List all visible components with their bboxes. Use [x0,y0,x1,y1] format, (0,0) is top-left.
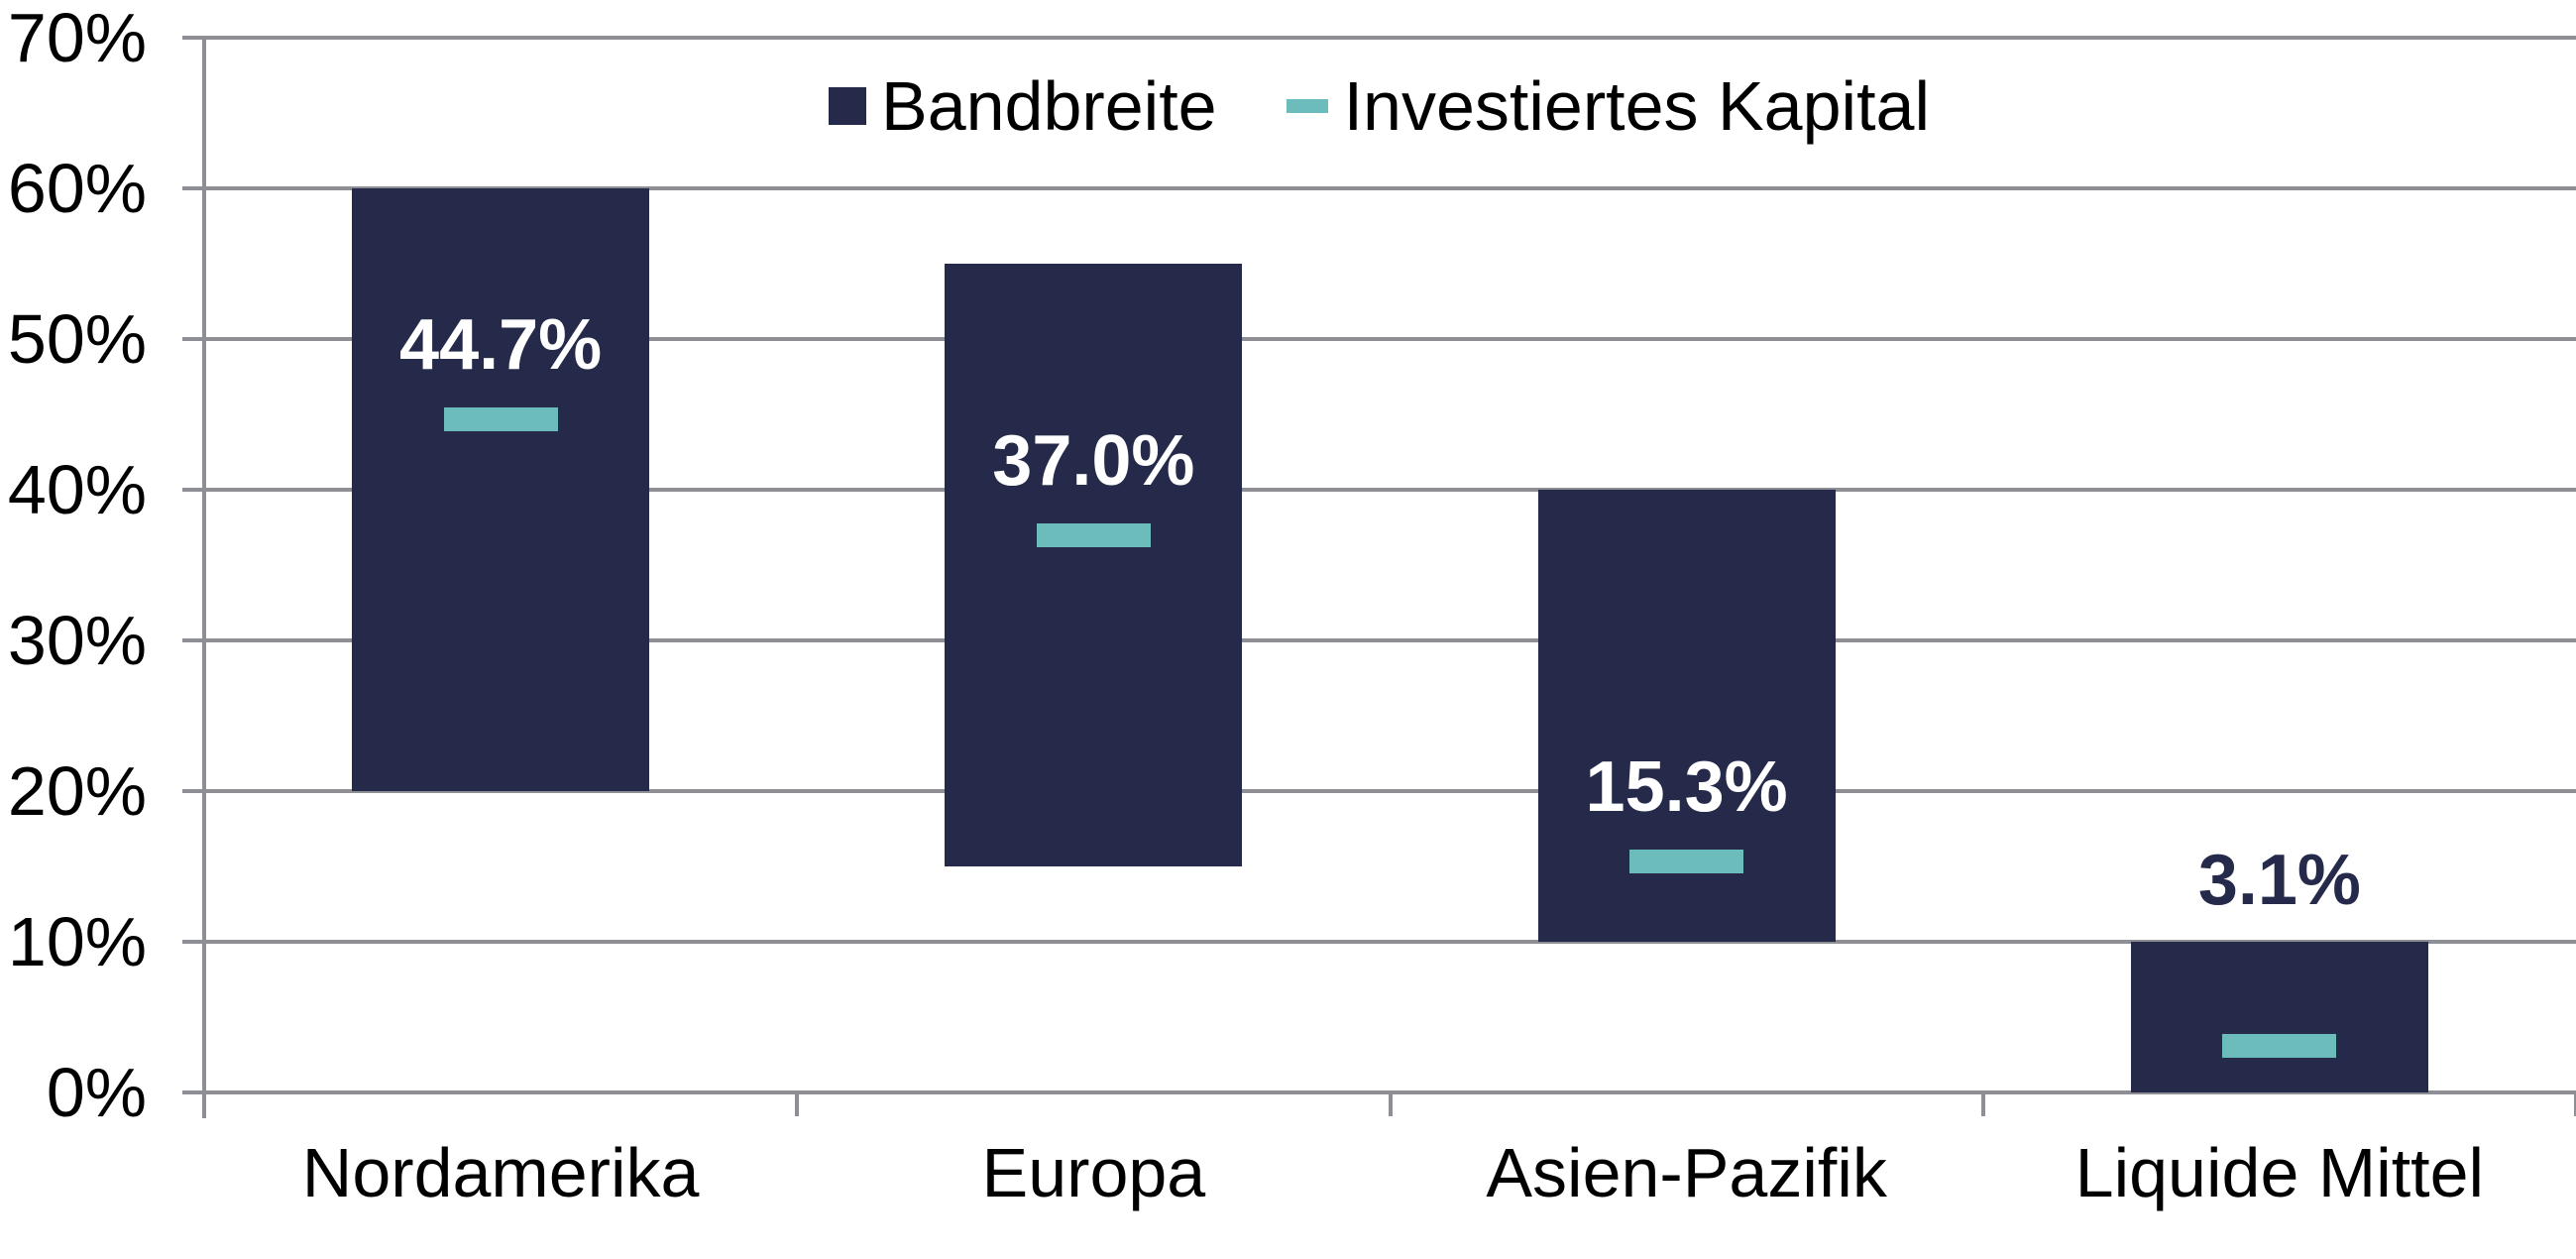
invested-capital-marker [1629,850,1744,874]
legend-label-investiertes-kapital: Investiertes Kapital [1343,67,1931,145]
range-bar [352,188,650,791]
y-axis-tick-label: 20% [7,752,147,830]
invested-capital-marker [443,406,558,431]
legend-item-investiertes-kapital: Investiertes Kapital [1286,66,1931,146]
invested-capital-marker [2222,1033,2337,1058]
x-axis-category-label: Nordamerika [301,1134,700,1211]
gridline [182,1090,2576,1094]
y-axis-line [202,36,206,1118]
data-label: 15.3% [1585,747,1788,828]
y-axis-tick-label: 70% [7,0,147,76]
chart-legend: Bandbreite Investiertes Kapital [829,66,1931,146]
y-axis-tick-label: 30% [7,602,147,679]
invested-capital-marker [1036,522,1151,547]
legend-item-bandbreite: Bandbreite [829,66,1217,146]
x-axis-tick [1980,1092,1985,1116]
data-label: 37.0% [992,420,1195,501]
y-axis-tick-label: 60% [7,150,147,227]
gridline [182,36,2576,40]
x-axis-tick [2574,1092,2576,1116]
x-axis-category-label: Asien-Pazifik [1486,1134,1887,1211]
gridline [182,488,2576,492]
y-axis-tick-label: 0% [46,1054,147,1131]
gridline [182,789,2576,793]
x-axis-category-label: Liquide Mittel [2074,1134,2485,1211]
y-axis-tick-label: 50% [7,300,147,378]
gridline [182,940,2576,944]
gridline [182,337,2576,341]
data-label: 44.7% [399,304,603,385]
range-bar [1537,490,1836,942]
range-bar [945,264,1243,866]
x-axis-category-label: Europa [981,1134,1206,1211]
x-axis-tick [795,1092,800,1116]
range-bar [2130,942,2428,1092]
y-axis-tick-label: 40% [7,451,147,528]
y-axis-tick-label: 10% [7,903,147,980]
gridline [182,186,2576,190]
x-axis-tick [1388,1092,1393,1116]
data-label: 3.1% [2197,841,2361,920]
bandbreite-square-swatch-icon [829,87,866,125]
investiertes-kapital-dash-swatch-icon [1286,99,1328,113]
gridline [182,638,2576,642]
legend-label-bandbreite: Bandbreite [881,67,1217,145]
